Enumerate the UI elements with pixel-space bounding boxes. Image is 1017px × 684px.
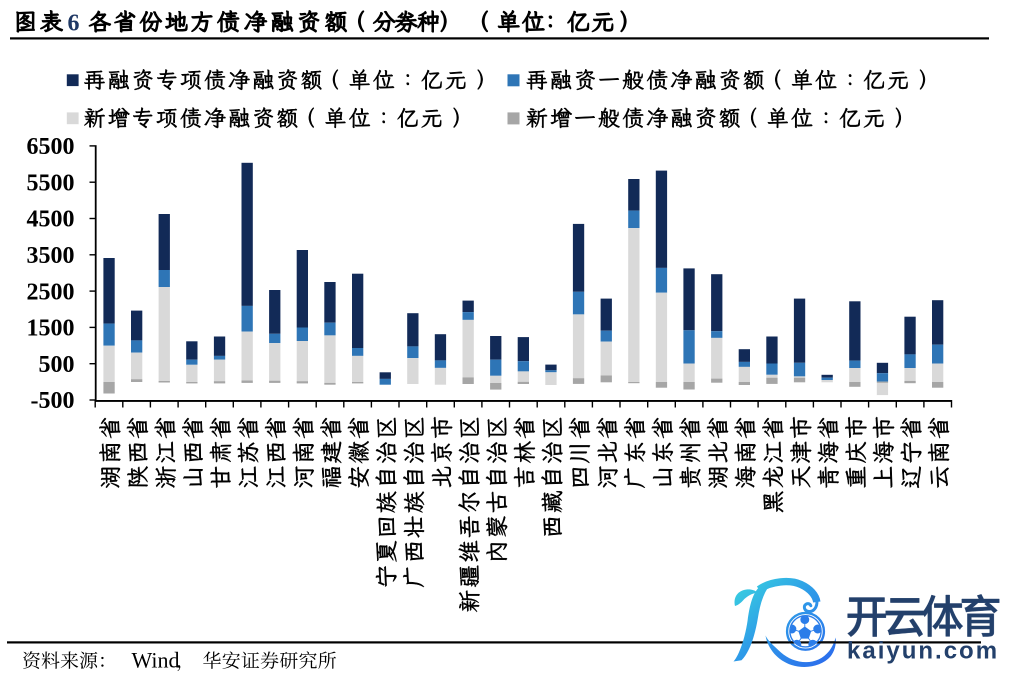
svg-text:6: 6 [68, 10, 80, 36]
svg-text:Wind: Wind [132, 647, 180, 672]
svg-text:3500: 3500 [27, 243, 75, 269]
svg-text:5500: 5500 [27, 170, 75, 196]
svg-text:500: 500 [39, 352, 75, 378]
svg-text:2500: 2500 [27, 279, 75, 305]
svg-text:-500: -500 [31, 388, 75, 414]
svg-text:1500: 1500 [27, 316, 75, 342]
svg-text:6500: 6500 [27, 134, 75, 160]
svg-text:4500: 4500 [27, 207, 75, 233]
svg-text:kaiyun.com: kaiyun.com [847, 638, 999, 665]
